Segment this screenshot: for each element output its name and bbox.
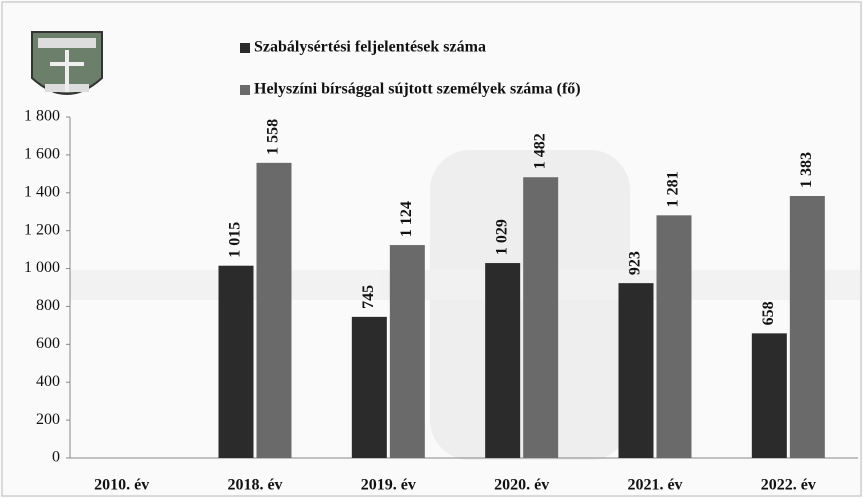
bar xyxy=(351,316,387,458)
value-label: 658 xyxy=(760,301,777,325)
x-tick-label: 2021. év xyxy=(627,477,682,494)
value-label: 1 029 xyxy=(493,219,510,255)
bar xyxy=(789,195,825,458)
bar xyxy=(523,177,559,458)
bar xyxy=(256,162,292,458)
legend-label: Helyszíni bírsággal sújtott személyek sz… xyxy=(254,81,581,98)
y-tick-label: 1 800 xyxy=(24,108,60,125)
value-label: 1 482 xyxy=(531,133,548,169)
legend-marker xyxy=(240,85,250,95)
value-label: 745 xyxy=(360,285,377,309)
y-tick-label: 1 600 xyxy=(24,146,60,163)
y-tick-label: 200 xyxy=(36,411,60,428)
value-label: 1 124 xyxy=(398,201,415,237)
legend-marker xyxy=(240,43,250,53)
y-tick-label: 600 xyxy=(36,335,60,352)
value-label: 1 558 xyxy=(265,119,282,155)
bar xyxy=(618,283,654,458)
x-tick-label: 2018. év xyxy=(227,477,282,494)
x-tick-label: 2020. év xyxy=(494,477,549,494)
legend-label: Szabálysértési feljelentések száma xyxy=(254,39,486,56)
bar xyxy=(656,215,692,458)
bar xyxy=(751,333,787,458)
y-tick-label: 800 xyxy=(36,297,60,314)
x-tick-label: 2019. év xyxy=(361,477,416,494)
y-tick-label: 1 000 xyxy=(24,259,60,276)
logo xyxy=(31,31,103,95)
value-label: 1 383 xyxy=(798,152,815,188)
value-label: 1 281 xyxy=(665,171,682,207)
x-tick-label: 2022. év xyxy=(761,477,816,494)
bar xyxy=(218,265,254,458)
y-tick-label: 400 xyxy=(36,373,60,390)
value-label: 1 015 xyxy=(227,222,244,258)
bar xyxy=(485,263,521,458)
x-tick-label: 2010. év xyxy=(94,477,149,494)
y-tick-label: 1 400 xyxy=(24,183,60,200)
y-tick-label: 0 xyxy=(52,449,60,466)
bar xyxy=(389,245,425,458)
y-tick-label: 1 200 xyxy=(24,221,60,238)
value-label: 923 xyxy=(627,251,644,275)
